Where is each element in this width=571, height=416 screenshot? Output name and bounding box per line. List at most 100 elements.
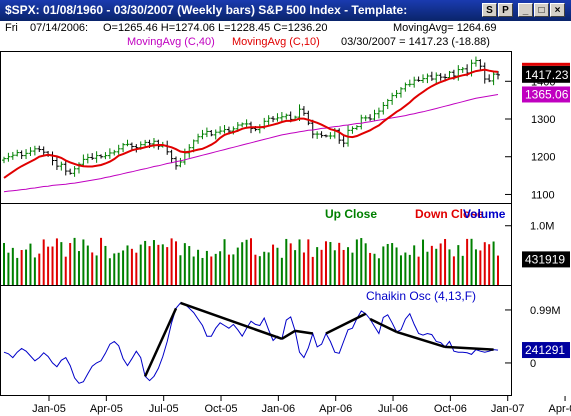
volume-bar xyxy=(382,246,385,285)
price-bar xyxy=(337,128,342,144)
price-tick-label: 1300 xyxy=(531,114,555,126)
volume-bar xyxy=(170,238,173,285)
price-bar xyxy=(310,119,315,139)
trendline xyxy=(396,330,446,349)
readout-date: 07/14/2006: xyxy=(30,22,89,34)
price-bar xyxy=(178,157,183,168)
price-bar xyxy=(359,114,364,130)
volume-bar xyxy=(285,238,288,285)
volume-bar xyxy=(329,242,332,285)
volume-bar xyxy=(108,258,111,285)
volume-bar xyxy=(223,239,226,285)
volume-bar xyxy=(280,257,283,285)
price-bar xyxy=(50,151,55,166)
price-bar xyxy=(496,70,500,80)
volume-bar xyxy=(219,251,222,285)
price-bar xyxy=(6,152,11,162)
last-close-label: 1417.23 xyxy=(525,68,569,82)
volume-bar xyxy=(254,254,257,285)
volume-bar xyxy=(25,249,28,285)
volume-bar xyxy=(148,246,151,285)
volume-bar xyxy=(452,256,455,285)
volume-last-marker xyxy=(522,251,570,268)
price-bar xyxy=(394,90,399,99)
price-bar xyxy=(204,127,209,138)
x-tick-label: Apr-05 xyxy=(90,403,123,415)
volume-bar xyxy=(20,250,23,285)
price-bar xyxy=(54,157,59,170)
price-bar xyxy=(196,133,201,144)
ma40-label: MovingAvg (C,40) xyxy=(127,36,215,48)
price-bar xyxy=(143,139,148,147)
volume-bar xyxy=(82,239,85,285)
volume-bar xyxy=(29,243,32,285)
volume-bar xyxy=(122,250,125,285)
price-bar xyxy=(28,147,33,156)
price-bar xyxy=(266,115,271,127)
volume-last-label: 431919 xyxy=(525,252,565,266)
volume-bar xyxy=(413,245,416,285)
price-bar xyxy=(41,146,46,155)
p-button[interactable]: P xyxy=(498,3,513,17)
chaikin-legend: Chaikin Osc (4,13,F) xyxy=(366,289,476,303)
title-bar[interactable]: $SPX: 01/08/1960 - 03/30/2007 (Weekly ba… xyxy=(0,0,571,21)
volume-bar xyxy=(232,254,235,285)
maximize-button[interactable]: □ xyxy=(534,3,549,17)
cursor-readout: Fri 07/14/2006: O=1265.46 H=1274.06 L=12… xyxy=(0,22,571,36)
price-bar xyxy=(99,154,104,159)
window-title: $SPX: 01/08/1960 - 03/30/2007 (Weekly ba… xyxy=(5,3,408,17)
volume-bar xyxy=(250,238,252,285)
price-bar xyxy=(94,151,99,163)
trendline xyxy=(294,329,313,335)
trendline xyxy=(180,301,283,341)
volume-bar xyxy=(135,252,138,285)
volume-bar xyxy=(144,240,147,285)
price-bar xyxy=(487,74,492,83)
volume-bar xyxy=(11,247,14,285)
price-bar xyxy=(24,149,29,160)
ma40-value-label: 1365.06 xyxy=(525,87,569,101)
volume-bar xyxy=(126,245,129,285)
price-bar xyxy=(240,122,245,128)
trendline xyxy=(369,317,398,334)
price-bar xyxy=(85,153,90,164)
close-button[interactable]: × xyxy=(550,3,565,17)
price-bar xyxy=(323,134,328,138)
ma10-label: MovingAvg (C,10) xyxy=(232,36,320,48)
price-bar xyxy=(284,113,289,120)
volume-bar xyxy=(302,252,305,285)
last-close-marker xyxy=(522,65,570,83)
x-tick-label: Jan-05 xyxy=(32,403,66,415)
price-bar xyxy=(421,74,426,84)
volume-bar xyxy=(117,252,120,285)
price-bar xyxy=(15,149,20,157)
volume-bar xyxy=(439,243,442,285)
legend-line: MovingAvg (C,40) MovingAvg (C,10) 03/30/… xyxy=(0,36,571,50)
x-tick-label: Jan-06 xyxy=(262,403,296,415)
s-button[interactable]: S xyxy=(482,3,497,17)
price-bar xyxy=(275,113,280,122)
volume-bar xyxy=(444,238,447,285)
volume-bar xyxy=(355,239,358,285)
volume-bar xyxy=(333,250,336,285)
volume-bar xyxy=(130,248,133,285)
price-bar xyxy=(19,150,24,159)
price-bar xyxy=(213,129,218,140)
volume-bar xyxy=(33,257,36,285)
volume-bar xyxy=(51,246,54,285)
volume-bar xyxy=(369,252,372,285)
price-bar xyxy=(407,79,412,87)
volume-bar xyxy=(16,257,19,285)
price-bar xyxy=(376,107,381,119)
readout-day: Fri xyxy=(5,22,18,34)
x-tick-label: Oct-06 xyxy=(434,403,467,415)
price-bar xyxy=(271,116,276,123)
chaikin-tick-label: 0 xyxy=(530,358,536,370)
price-bar xyxy=(350,126,355,134)
minimize-button[interactable]: _ xyxy=(518,3,533,17)
volume-bar xyxy=(267,252,270,285)
price-bar xyxy=(478,59,483,71)
